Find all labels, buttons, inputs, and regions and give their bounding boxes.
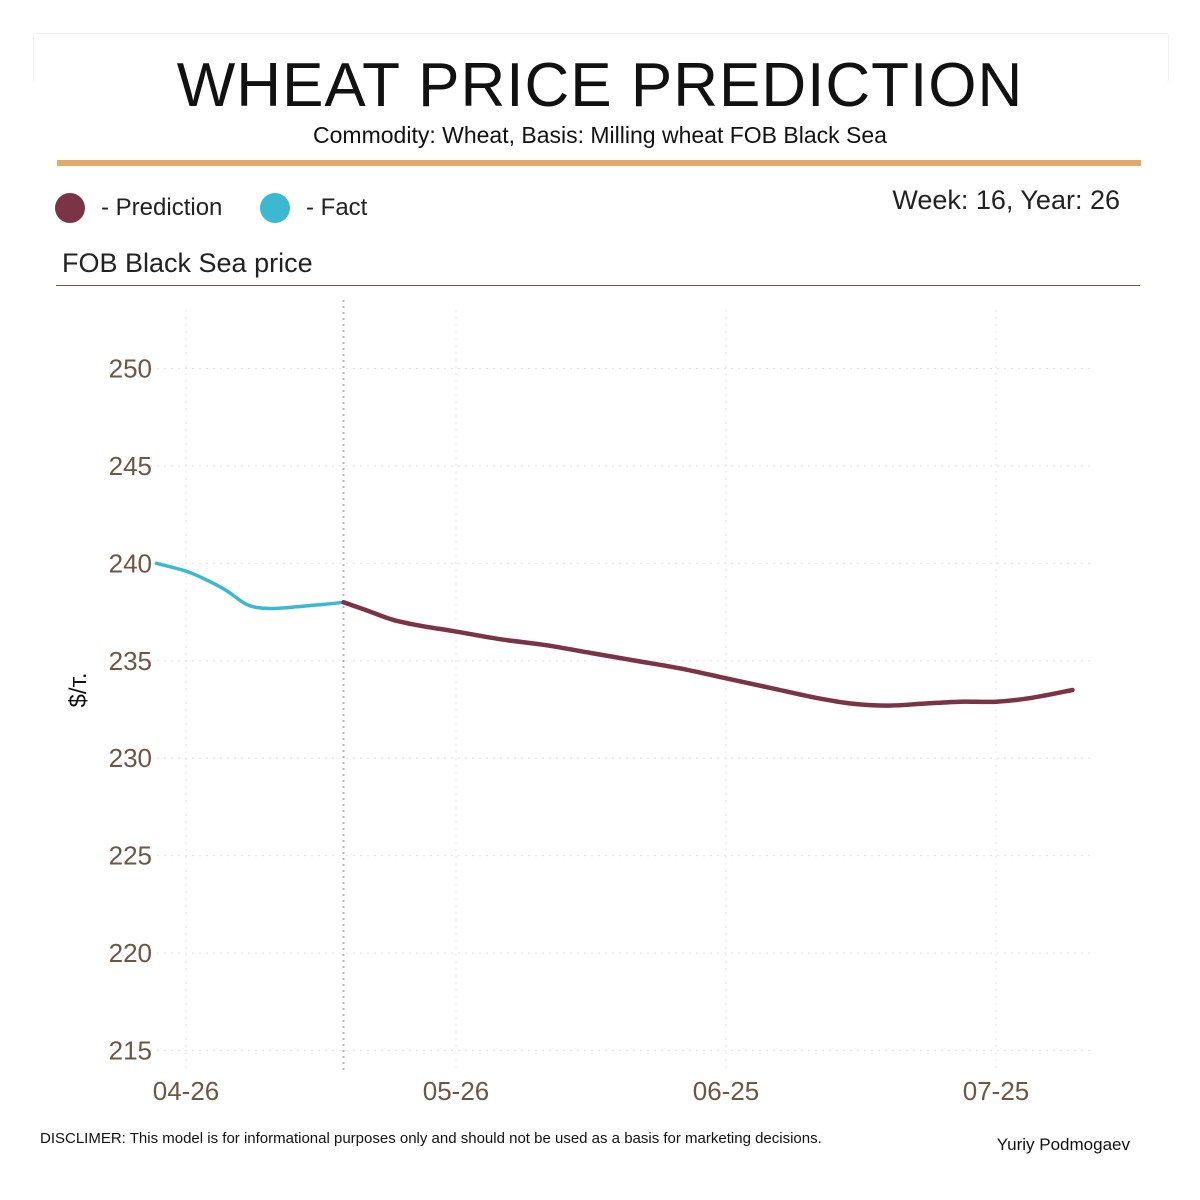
disclaimer-text: DISCLIMER: This model is for information…: [40, 1130, 822, 1147]
y-tick-label: 235: [109, 646, 152, 676]
price-chart: 215 220 225 230 235 240 245 250 04-26 05-26 06-25 0…: [65, 300, 1095, 1106]
fact-dot-icon: [260, 193, 290, 223]
page-subtitle: Commodity: Wheat, Basis: Milling wheat F…: [313, 122, 887, 148]
accent-divider: [57, 160, 1141, 166]
y-tick-label: 240: [109, 548, 152, 578]
y-tick-label: 250: [109, 353, 152, 383]
panel-divider: [56, 285, 1140, 286]
legend-item-prediction: - Prediction: [55, 193, 222, 223]
panel-title: FOB Black Sea price: [62, 248, 313, 278]
header-card: [33, 33, 1169, 82]
x-tick-label: 06-25: [693, 1076, 760, 1106]
y-tick-label: 225: [109, 841, 152, 871]
y-tick-label: 215: [109, 1036, 152, 1066]
y-tick-label: 230: [109, 743, 152, 773]
series-line-fact: [154, 561, 346, 611]
series-line-prediction: [341, 600, 1075, 708]
legend-label-fact: - Fact: [306, 194, 368, 221]
x-tick-label: 04-26: [153, 1076, 220, 1106]
y-tick-label: 245: [109, 451, 152, 481]
grid: [150, 300, 1095, 1070]
week-label: Week: 16, Year: 26: [892, 185, 1120, 215]
y-tick-label: 220: [109, 938, 152, 968]
x-tick-label: 07-25: [963, 1076, 1030, 1106]
legend-item-fact: - Fact: [260, 193, 367, 223]
author-credit: Yuriy Podmogaev: [996, 1135, 1130, 1154]
x-tick-label: 05-26: [423, 1076, 490, 1106]
series: [154, 561, 1075, 708]
y-axis-label: $/т.: [65, 672, 92, 707]
axes: 215 220 225 230 235 240 245 250 04-26 05-26 06-25 0…: [109, 353, 1030, 1106]
page-title: WHEAT PRICE PREDICTION: [176, 51, 1024, 120]
legend-label-prediction: - Prediction: [101, 194, 223, 221]
prediction-dot-icon: [55, 193, 85, 223]
